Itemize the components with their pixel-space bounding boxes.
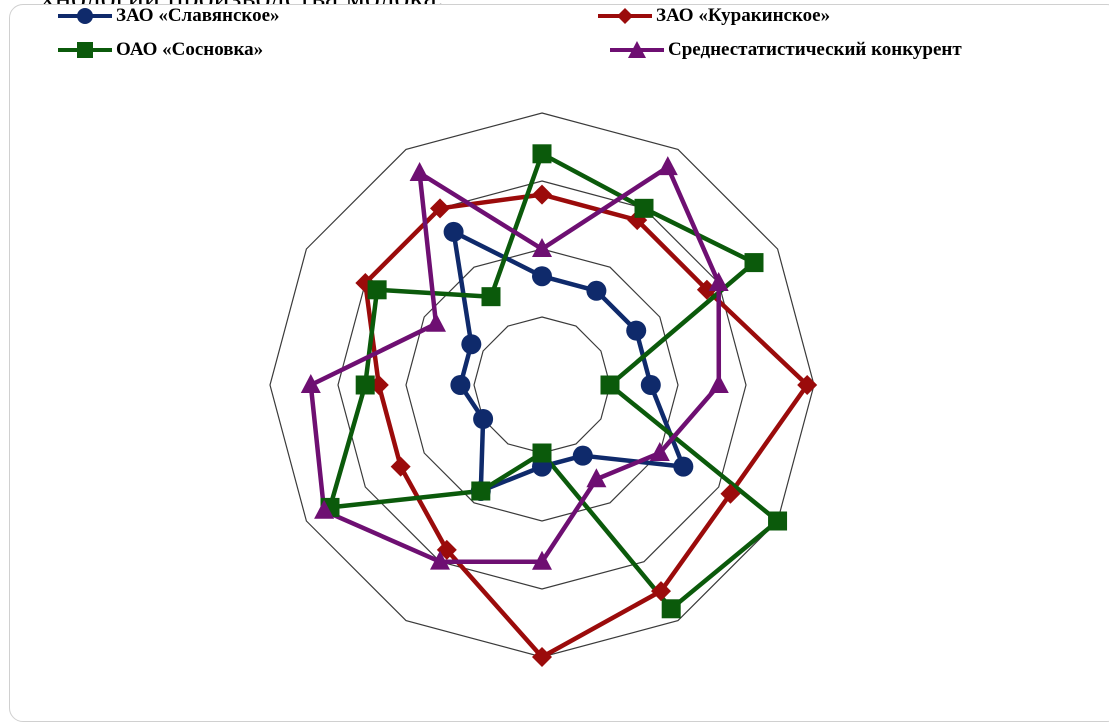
series-2-point-7 <box>471 481 491 501</box>
legend-marker-triangle-icon <box>610 41 664 58</box>
legend-label: ЗАО «Славянское» <box>116 5 280 26</box>
series-1-point-5 <box>651 581 671 602</box>
series-3-point-4 <box>649 442 670 461</box>
series-2-point-11 <box>481 287 501 307</box>
series-2-point-9 <box>355 375 375 395</box>
legend-label: ЗАО «Куракинское» <box>656 5 831 26</box>
series-2-point-1 <box>634 198 654 218</box>
series-line-0 <box>451 229 686 494</box>
series-0-point-2 <box>626 320 647 341</box>
series-2-point-0 <box>532 144 552 164</box>
series-3-point-8 <box>314 499 335 519</box>
legend-marker-circle-icon <box>58 8 112 24</box>
legend-label: ОАО «Сосновка» <box>116 39 264 60</box>
series-3-point-11 <box>409 161 430 181</box>
series-1-point-11 <box>430 198 450 219</box>
series-3-point-6 <box>532 550 552 570</box>
series-3-point-10 <box>425 312 446 332</box>
series-1-point-3 <box>797 375 818 395</box>
legend-item-kurakinskoe: ЗАО «Куракинское» <box>596 4 830 28</box>
series-0-point-5 <box>572 445 593 466</box>
legend-marker-square-icon <box>58 42 112 58</box>
series-1-point-0 <box>532 184 552 205</box>
legend-item-average-competitor: Среднестатистический конкурент <box>608 38 962 62</box>
grid-ring-1 <box>473 316 611 454</box>
series-2-point-4 <box>768 511 788 531</box>
series-1-point-6 <box>532 647 552 667</box>
legend-label: Среднестатистический конкурент <box>668 39 962 60</box>
series-3-point-3 <box>708 374 729 393</box>
series-2-point-10 <box>367 280 387 300</box>
series-3-point-9 <box>300 374 321 393</box>
grid-ring-2 <box>405 248 679 522</box>
series-0-point-1 <box>586 280 607 301</box>
series-3-point-5 <box>586 468 607 488</box>
series-0-point-10 <box>461 334 482 355</box>
series-2-point-5 <box>661 599 681 619</box>
series-1-point-4 <box>720 483 741 504</box>
series-3-point-1 <box>657 156 678 176</box>
series-2-point-3 <box>600 375 620 395</box>
series-2-point-2 <box>744 253 764 273</box>
series-0-point-3 <box>640 375 661 395</box>
legend-item-slavyanskoe: ЗАО «Славянское» <box>56 4 280 28</box>
series-3-point-7 <box>430 550 450 570</box>
series-2-point-6 <box>532 443 552 463</box>
series-0-point-9 <box>450 375 471 395</box>
series-1-point-2 <box>696 279 717 300</box>
series-3-point-0 <box>532 238 552 257</box>
legend-item-sosnovka: ОАО «Сосновка» <box>56 38 263 62</box>
series-0-point-8 <box>473 409 494 429</box>
series-1-point-8 <box>390 456 411 477</box>
series-0-point-4 <box>673 456 694 477</box>
series-0-point-0 <box>532 266 552 287</box>
series-3-point-2 <box>708 272 729 291</box>
series-0-point-11 <box>443 221 464 242</box>
legend-marker-diamond-icon <box>598 8 652 24</box>
